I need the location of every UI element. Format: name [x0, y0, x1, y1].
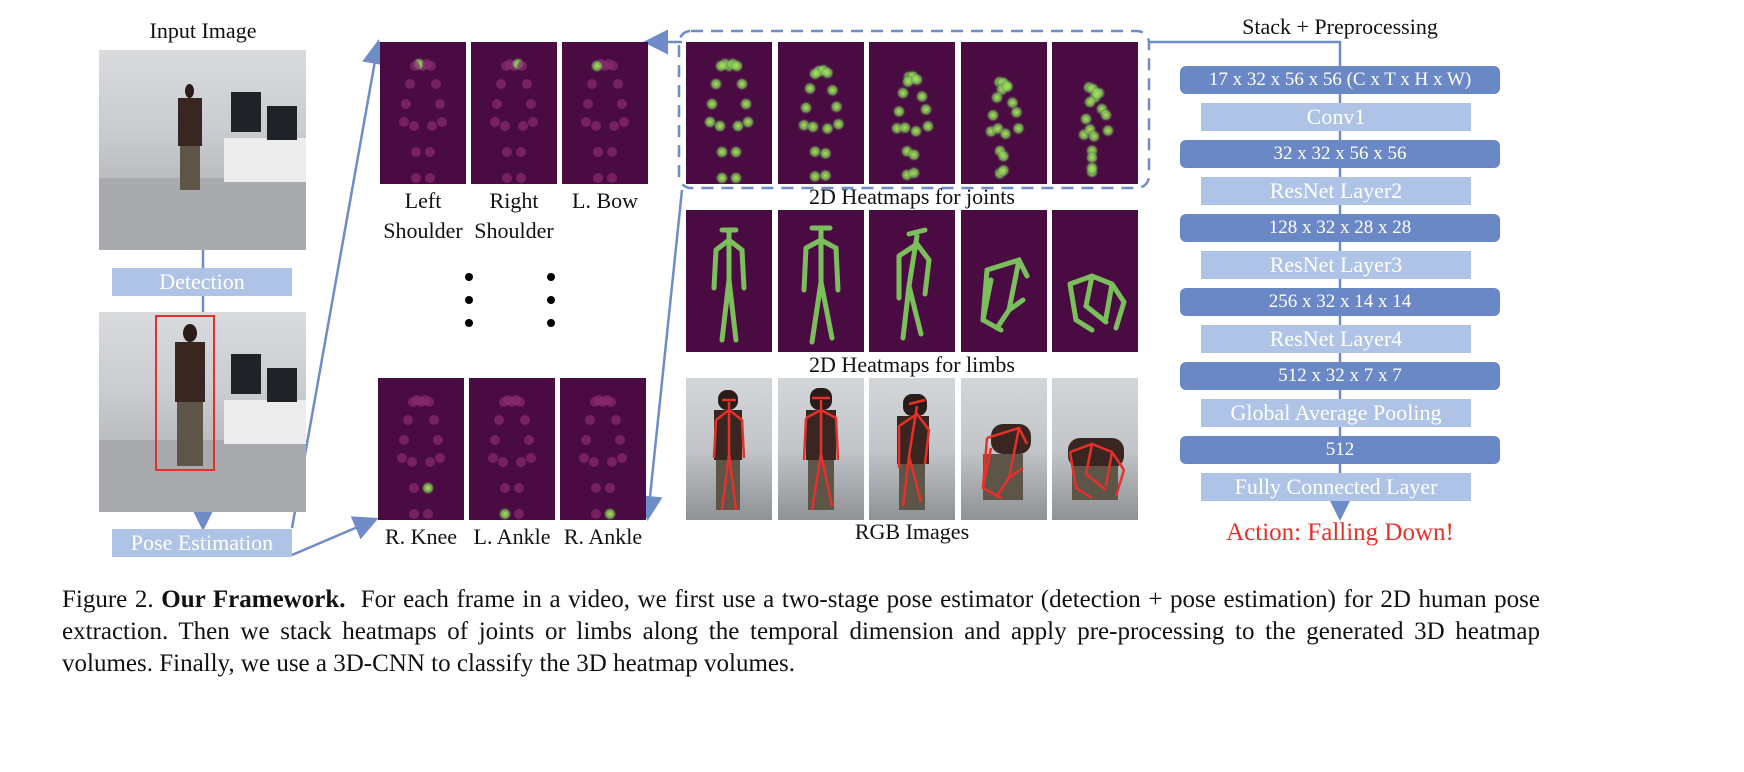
joint-label-3: L. Bow: [557, 186, 653, 216]
joint-label-2-line2: Shoulder: [474, 218, 554, 243]
network-tensor-2: 32 x 32 x 56 x 56: [1180, 140, 1500, 168]
network-tensor-6: 256 x 32 x 14 x 14: [1180, 288, 1500, 316]
joint-heatmap-right-ankle: [560, 378, 646, 520]
stacked-joint-frame-5: [1052, 42, 1138, 184]
rgb-frame-1: [686, 378, 772, 520]
detection-label: Detection: [112, 268, 292, 296]
joint-label-l-ankle: L. Ankle: [473, 524, 551, 549]
stacked-joint-frame-4: [961, 42, 1047, 184]
joint-label-r-ankle: R. Ankle: [563, 524, 643, 549]
joint-heatmap-left-shoulder: [380, 42, 466, 184]
detected-photo: [99, 312, 306, 512]
limb-heatmap-frame-4: [961, 210, 1047, 352]
input-photo: [99, 50, 306, 250]
network-layer-7: ResNet Layer4: [1201, 325, 1471, 353]
network-tensor-8: 512 x 32 x 7 x 7: [1180, 362, 1500, 390]
network-layer-1: Conv1: [1201, 103, 1471, 131]
input-image-title: Input Image: [149, 18, 257, 43]
limb-heatmap-frame-2: [778, 210, 864, 352]
joint-label-r-knee: R. Knee: [384, 524, 458, 549]
fan-arrow-top: [290, 39, 387, 529]
joint-heatmaps-outline: [677, 29, 1151, 190]
stack-preprocessing-title: Stack + Preprocessing: [1242, 14, 1438, 39]
rgb-frame-5: [1052, 378, 1138, 520]
joint-label-1-line1: Left: [404, 188, 442, 213]
network-layer-5: ResNet Layer3: [1201, 251, 1471, 279]
joint-label-2-line1: Right: [489, 188, 539, 213]
fan-arrow-bottom: [291, 516, 379, 557]
outline-to-stack-line: [1149, 40, 1342, 66]
pose-estimation-label: Pose Estimation: [112, 529, 292, 557]
action-output: Action: Falling Down!: [1226, 519, 1454, 546]
rgb-images-label: RGB Images: [854, 519, 970, 544]
caption-title: Our Framework.: [161, 586, 346, 613]
joint-heatmap-left-elbow: [562, 42, 648, 184]
caption-figure-number: Figure 2.: [62, 586, 154, 613]
stacked-joint-frame-3: [869, 42, 955, 184]
joint-heatmap-right-knee: [378, 378, 464, 520]
joint-heatmap-right-shoulder: [471, 42, 557, 184]
network-layer-3: ResNet Layer2: [1201, 177, 1471, 205]
joint-label-2: Right Shoulder: [466, 186, 562, 246]
joint-label-1-line2: Shoulder: [383, 218, 463, 243]
caption-body: For each frame in a video, we first use …: [62, 586, 1541, 677]
limb-heatmap-frame-5: [1052, 210, 1138, 352]
limb-heatmap-frame-1: [686, 210, 772, 352]
network-layer-9: Global Average Pooling: [1201, 399, 1471, 427]
network-layer-11: Fully Connected Layer: [1201, 473, 1471, 501]
network-tensor-10: 512: [1180, 436, 1500, 464]
stacked-joint-frame-1: [686, 42, 772, 184]
rgb-frame-3: [869, 378, 955, 520]
figure-caption: Figure 2. Our Framework. For each frame …: [62, 584, 1540, 680]
network-tensor-0: 17 x 32 x 56 x 56 (C x T x H x W): [1180, 66, 1500, 94]
heatmaps-joints-label: 2D Heatmaps for joints: [809, 184, 1015, 209]
joint-label-3-line1: L. Bow: [572, 188, 638, 213]
stacked-joint-frame-2: [778, 42, 864, 184]
joint-heatmap-left-ankle: [469, 378, 555, 520]
limb-heatmap-frame-3: [869, 210, 955, 352]
rgb-frame-2: [778, 378, 864, 520]
rgb-frame-4: [961, 378, 1047, 520]
network-tensor-4: 128 x 32 x 28 x 28: [1180, 214, 1500, 242]
heatmaps-limbs-label: 2D Heatmaps for limbs: [809, 352, 1015, 377]
detection-bbox: [155, 315, 215, 471]
stack-arrow-bottom: [637, 189, 684, 521]
joint-label-1: Left Shoulder: [375, 186, 471, 246]
